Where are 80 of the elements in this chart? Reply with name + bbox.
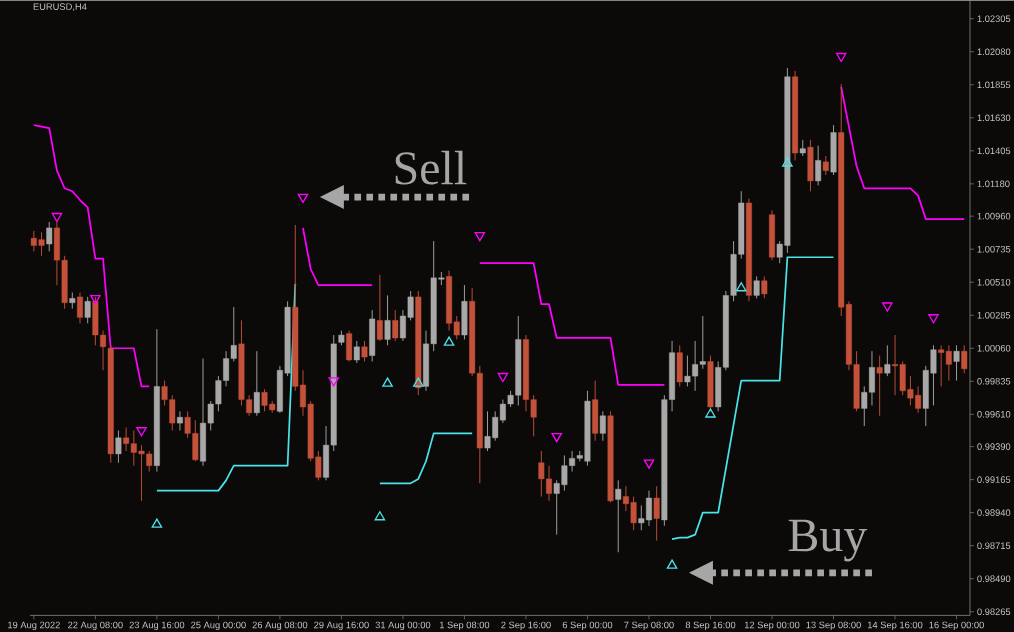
- x-tick-label: 25 Aug 00:00: [191, 621, 246, 630]
- y-tick-label: 0.98490: [977, 575, 1011, 582]
- candlestick: [376, 274, 383, 342]
- y-tick-label: 0.99835: [977, 377, 1011, 385]
- x-tick-label: 7 Sep 08:00: [624, 621, 674, 630]
- candlestick: [815, 145, 822, 186]
- y-tick-label: 0.99390: [977, 443, 1011, 450]
- candlestick: [84, 296, 91, 324]
- y-tick-label: 0.98940: [977, 509, 1011, 516]
- annotation: Buy: [788, 519, 868, 562]
- annotation: Sell: [395, 150, 467, 185]
- point: [151, 518, 163, 528]
- y-tick-label: 0.99165: [977, 476, 1011, 483]
- chart-title: EURUSD,H4: [33, 3, 87, 11]
- candlestick: [176, 410, 183, 431]
- y-tick-label: 1.00060: [977, 344, 1011, 352]
- candlestick: [361, 340, 368, 362]
- x-tick-label: 6 Sep 00:00: [562, 621, 613, 630]
- x-tick-label: 26 Aug 08:00: [252, 621, 308, 630]
- candlestick: [46, 221, 53, 252]
- y-tick-label: 1.00960: [977, 212, 1011, 220]
- candlestick: [384, 294, 391, 346]
- candlestick: [953, 344, 960, 381]
- point: [882, 302, 893, 312]
- y-tick-label: 1.02305: [977, 15, 1011, 22]
- point: [735, 281, 747, 292]
- x-tick-label: 23 Aug 16:00: [129, 621, 185, 630]
- candlestick: [884, 344, 891, 377]
- x-tick-label: 1 Sep 08:00: [439, 621, 490, 630]
- y-tick-label: 1.01405: [977, 147, 1011, 154]
- candlestick: [822, 155, 829, 176]
- y-tick-label: 1.01630: [977, 114, 1011, 121]
- point: [374, 510, 386, 521]
- y-tick-label: 1.01180: [977, 180, 1010, 187]
- y-tick-label: 0.99610: [977, 410, 1011, 418]
- candlestick: [653, 485, 660, 541]
- x-tick-label: 12 Sep 00:00: [744, 621, 800, 630]
- point: [474, 231, 486, 242]
- y-tick-label: 0.98265: [977, 608, 1011, 615]
- candlestick: [253, 350, 260, 417]
- point: [136, 426, 147, 437]
- x-tick-label: 8 Sep 16:00: [685, 621, 736, 630]
- candlestick: [353, 340, 360, 364]
- point: [443, 336, 455, 346]
- point: [413, 377, 424, 387]
- point: [497, 372, 509, 382]
- y-tick-label: 1.00285: [977, 311, 1011, 319]
- x-tick-label: 19 Aug 2022: [8, 621, 60, 630]
- point: [666, 559, 678, 569]
- y-tick-label: 1.02080: [977, 48, 1011, 55]
- y-tick-label: 1.01855: [977, 81, 1011, 88]
- point: [705, 408, 716, 418]
- candlestick: [761, 275, 768, 299]
- candlestick: [392, 309, 399, 342]
- point: [51, 212, 63, 222]
- x-tick-label: 13 Sep 08:00: [806, 621, 861, 630]
- x-tick-label: 16 Sep 00:00: [929, 621, 984, 630]
- point: [928, 313, 939, 324]
- candlestick: [77, 291, 83, 324]
- point: [643, 459, 655, 469]
- x-tick-label: 14 Sep 16:00: [867, 621, 923, 630]
- point: [382, 377, 393, 387]
- point: [835, 52, 847, 62]
- candlestick: [615, 479, 622, 553]
- candlestick: [876, 354, 883, 417]
- candlestick: [753, 275, 760, 299]
- y-tick-label: 1.00510: [977, 278, 1011, 286]
- x-tick-label: 31 Aug 00:00: [375, 621, 431, 630]
- point: [551, 432, 562, 443]
- point: [90, 294, 101, 305]
- x-tick-label: 29 Aug 16:00: [314, 621, 369, 630]
- x-tick-label: 2 Sep 16:00: [501, 621, 551, 630]
- candlestick: [961, 344, 968, 374]
- y-tick-label: 0.98715: [977, 542, 1011, 549]
- candlestick: [599, 410, 606, 442]
- candlestick: [115, 429, 122, 464]
- x-tick-label: 22 Aug 08:00: [68, 621, 123, 630]
- point: [328, 377, 340, 387]
- y-tick-label: 1.00735: [977, 245, 1011, 253]
- point: [297, 193, 309, 203]
